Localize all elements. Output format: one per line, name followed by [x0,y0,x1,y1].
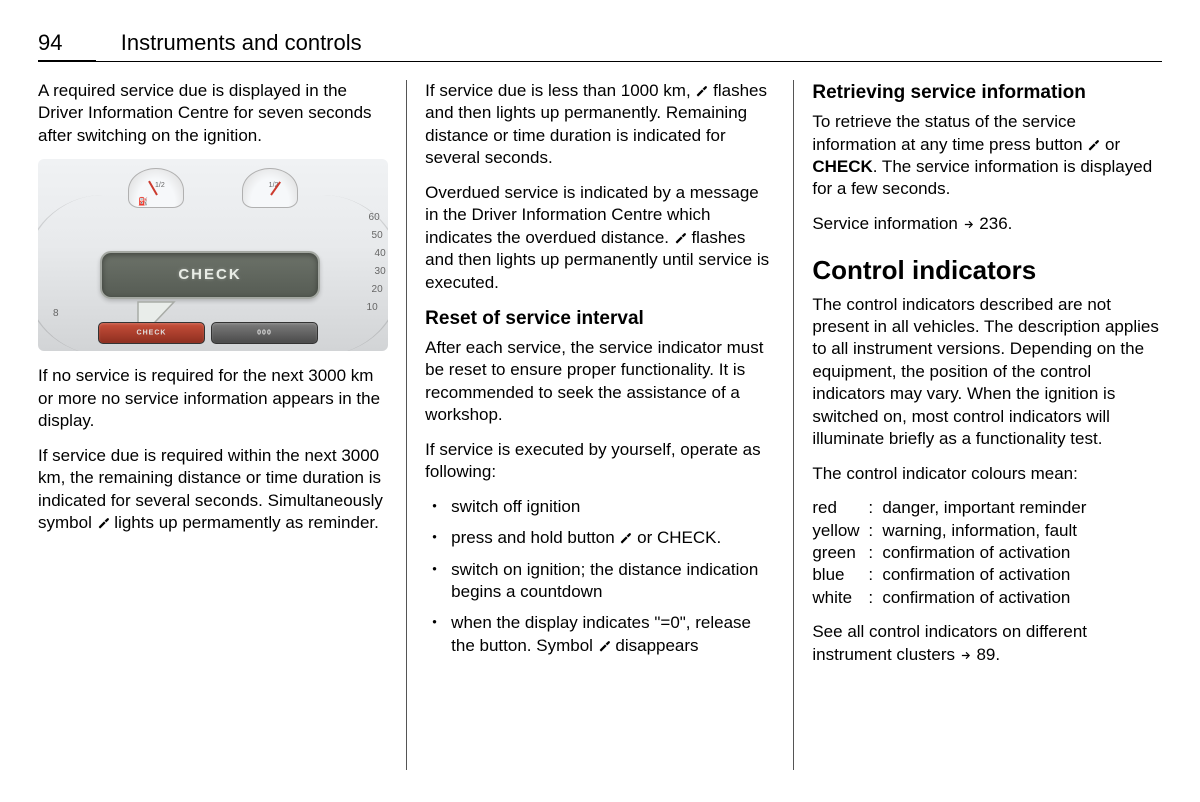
tick-10: 10 [367,301,378,314]
chapter-title: Instruments and controls [121,30,362,55]
reset-steps-list: switch off ignition press and hold butto… [425,496,775,658]
wrench-icon [97,513,110,526]
col1-paragraph-3: If service due is required within the ne… [38,445,388,535]
table-row: white:confirmation of activation [812,587,1162,609]
col3-paragraph-3: The control indicators described are not… [812,294,1162,451]
tick-20: 20 [372,283,383,296]
list-item: switch on ignition; the distance indicat… [425,559,775,604]
wrench-icon [598,636,611,649]
table-row: red:danger, important reminder [812,497,1162,519]
col3-paragraph-1: To retrieve the status of the service in… [812,111,1162,201]
col1-paragraph-2: If no service is required for the next 3… [38,365,388,432]
tick-30: 30 [375,265,386,278]
button-row: CHECK 000 [98,322,318,344]
page-ref-icon [963,214,975,225]
heading-control-indicators: Control indicators [812,253,1162,287]
col2-paragraph-2: Overdued service is indicated by a messa… [425,182,775,294]
page-number: 94 [38,28,96,62]
col3-paragraph-5: See all control indicators on different … [812,621,1162,666]
wrench-icon [674,228,687,241]
wrench-icon [619,528,632,541]
driver-info-display: CHECK [100,251,320,299]
list-item: press and hold button or CHECK. [425,527,775,549]
check-button-label: CHECK [137,329,167,338]
tick-40: 40 [375,247,386,260]
table-row: yellow:warning, information, fault [812,520,1162,542]
column-2: If service due is less than 1000 km, fla… [407,80,793,780]
column-1: A required service due is displayed in t… [38,80,406,780]
list-item: when the display indicates "=0", release… [425,612,775,657]
check-button-figure: CHECK [98,322,205,344]
col2-paragraph-4: If service is executed by yourself, oper… [425,439,775,484]
wrench-icon [1087,135,1100,148]
tick-rpm-8: 8 [53,307,59,320]
col3-paragraph-4: The control indicator colours mean: [812,463,1162,485]
content-columns: A required service due is displayed in t… [38,80,1162,780]
heading-retrieving-service: Retrieving service information [812,80,1162,105]
dic-text: CHECK [178,265,241,285]
tick-50: 50 [372,229,383,242]
col2-paragraph-1: If service due is less than 1000 km, fla… [425,80,775,170]
wrench-icon [695,81,708,94]
col3-paragraph-2: Service information 236. [812,213,1162,235]
col2-paragraph-3: After each service, the service indicato… [425,337,775,427]
dashboard-figure: 1/2 ⛽ 1/2 60 50 40 30 20 10 8 CHECK CH [38,159,388,351]
col1-paragraph-1: A required service due is displayed in t… [38,80,388,147]
table-row: green:confirmation of activation [812,542,1162,564]
column-3: Retrieving service information To retrie… [794,80,1162,780]
page-ref-icon [960,645,972,656]
table-row: blue:confirmation of activation [812,564,1162,586]
heading-reset-service: Reset of service interval [425,306,775,331]
tick-60: 60 [369,211,380,224]
trip-button-figure: 000 [211,322,318,344]
page-header: 94 Instruments and controls [38,28,1162,62]
trip-button-label: 000 [257,329,272,338]
indicator-color-table: red:danger, important reminder yellow:wa… [812,497,1162,609]
list-item: switch off ignition [425,496,775,518]
